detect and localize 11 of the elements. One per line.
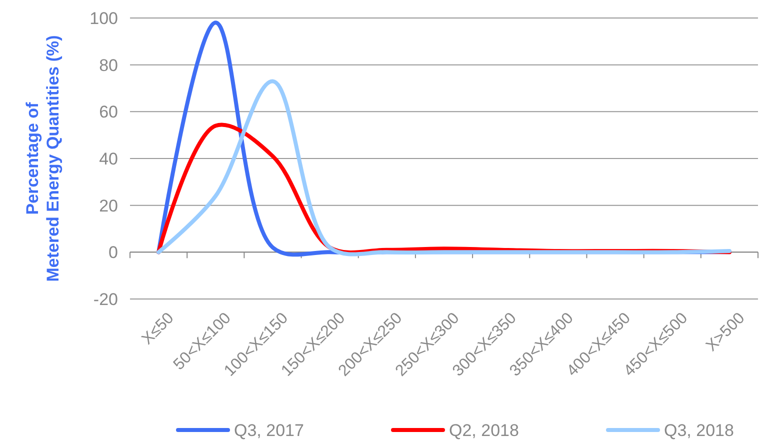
legend-label: Q2, 2018 (449, 420, 519, 440)
y-tick-label: 0 (108, 243, 118, 262)
y-tick-label: 100 (90, 8, 118, 28)
y-tick-label: 80 (99, 56, 118, 75)
y-tick-label: -20 (93, 290, 118, 309)
y-tick-label: 20 (99, 196, 118, 216)
y-axis-title: Percentage of Metered Energy Quantities (%) (23, 35, 62, 282)
legend-label: Q3, 2018 (664, 420, 734, 440)
y-tick-label: 60 (99, 102, 118, 122)
y-tick-label: 40 (99, 149, 118, 168)
legend-label: Q3, 2017 (234, 420, 304, 440)
